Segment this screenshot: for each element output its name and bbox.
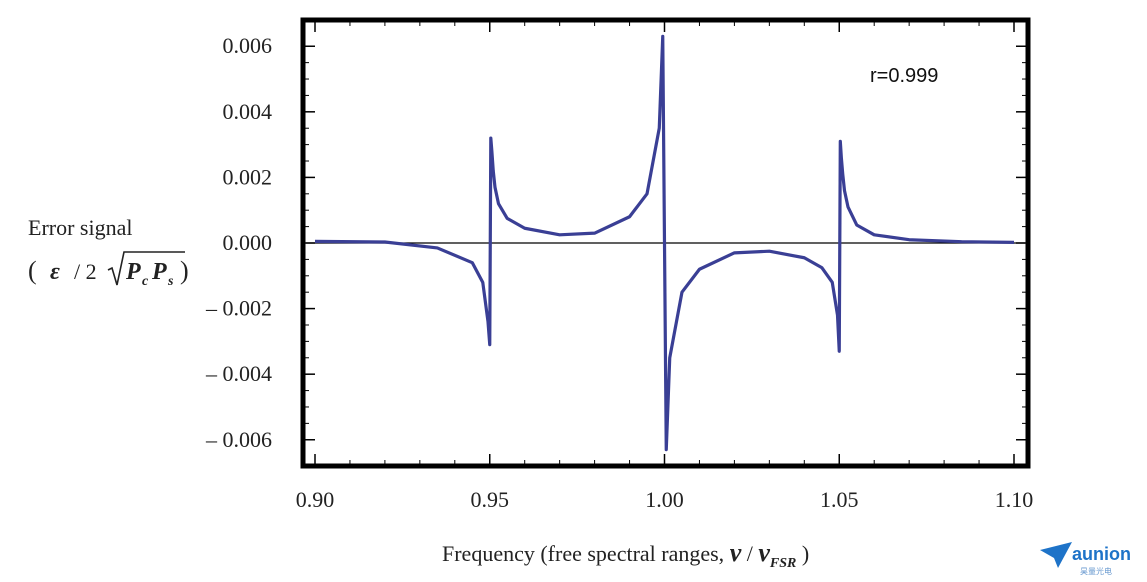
y-axis-title-P1: P bbox=[125, 259, 141, 285]
paper-plane-icon bbox=[1040, 542, 1072, 568]
logo-main-text: aunion bbox=[1072, 544, 1131, 564]
y-axis-title-epsilon: ε bbox=[50, 259, 60, 285]
logo-sub-text: 昊量光电 bbox=[1080, 566, 1112, 576]
x-tick-label: 1.10 bbox=[995, 487, 1034, 512]
annotation-r: r=0.999 bbox=[870, 65, 938, 87]
sqrt-sign bbox=[107, 251, 185, 286]
y-axis-title: Error signal ( ε / 2 P c P s ) bbox=[28, 215, 189, 289]
x-tick-label: 1.05 bbox=[820, 487, 859, 512]
x-axis-title: Frequency (free spectral ranges, ν / νFS… bbox=[442, 538, 809, 571]
x-tick-label: 0.90 bbox=[296, 487, 335, 512]
y-tick-label: 0.002 bbox=[223, 164, 273, 189]
x-tick-label: 1.00 bbox=[645, 487, 684, 512]
y-tick-label: – 0.004 bbox=[205, 361, 272, 386]
y-tick-label: 0.000 bbox=[223, 230, 273, 255]
y-axis-title-sub-c: c bbox=[142, 274, 149, 289]
error-signal-line bbox=[314, 34, 1015, 452]
y-tick-label: 0.006 bbox=[223, 33, 273, 58]
y-axis-title-open: ( bbox=[28, 256, 37, 285]
y-tick-label: – 0.002 bbox=[205, 296, 272, 321]
y-axis-title-sub-s: s bbox=[167, 274, 174, 289]
aunion-logo: aunion 昊量光电 bbox=[1040, 542, 1131, 576]
x-tick-label: 0.95 bbox=[471, 487, 510, 512]
y-axis-ticks: 0.006 0.004 0.002 0.000 – 0.002 – 0.004 – 0.00… bbox=[205, 33, 1028, 452]
y-axis-title-P2: P bbox=[151, 259, 167, 285]
y-tick-label: – 0.006 bbox=[205, 427, 272, 452]
y-axis-title-div: / 2 bbox=[74, 259, 97, 284]
y-axis-title-line1: Error signal bbox=[28, 215, 132, 240]
x-axis-ticks: 0.90 0.95 1.00 1.05 1.10 bbox=[296, 20, 1034, 512]
y-tick-label: 0.004 bbox=[223, 99, 273, 124]
y-axis-title-close: ) bbox=[180, 256, 189, 285]
